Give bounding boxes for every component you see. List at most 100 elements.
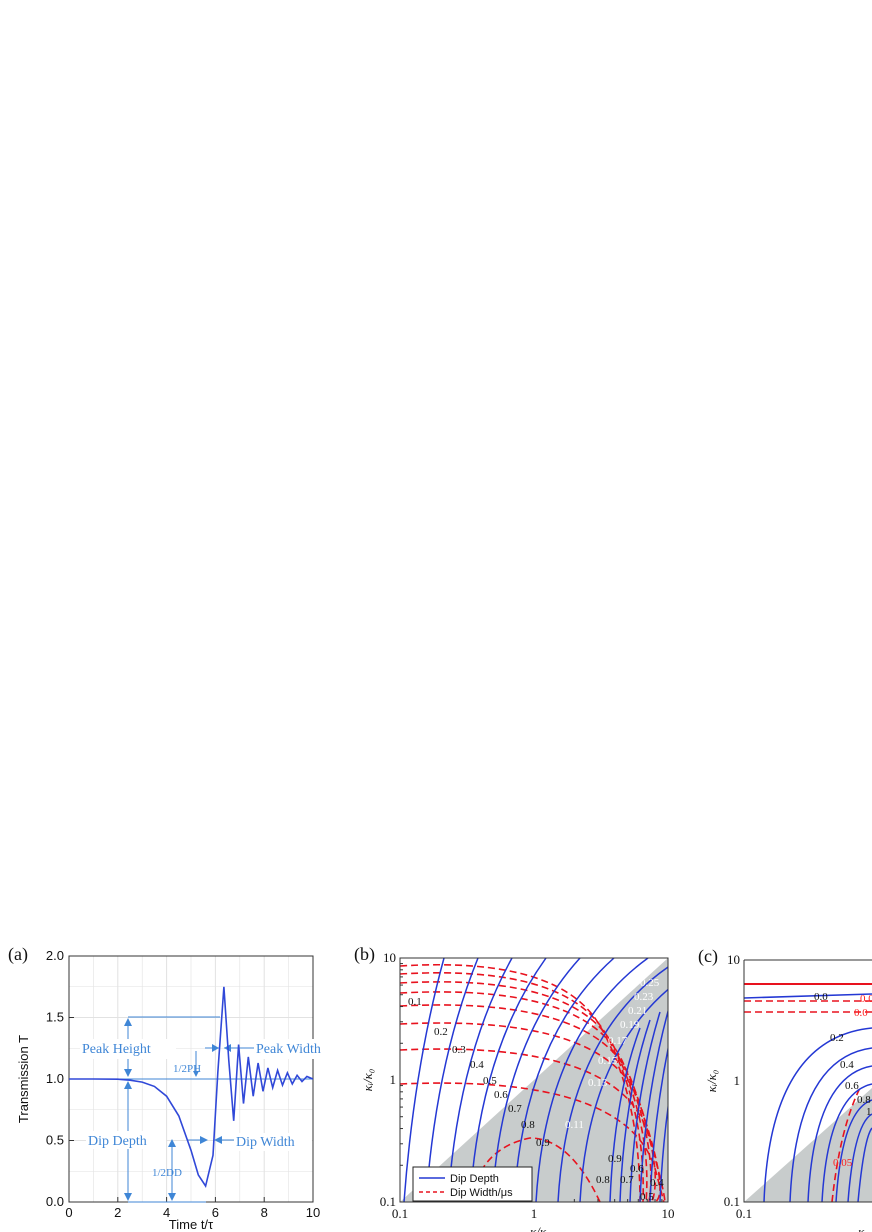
arrowhead <box>168 1139 176 1147</box>
y-tick-label: 1 <box>734 1073 741 1088</box>
dip-width-contour <box>400 1022 661 1202</box>
arrowhead <box>200 1136 208 1144</box>
panel-c-shaded-region <box>744 1088 872 1202</box>
x-tick-label: 10 <box>306 1205 320 1220</box>
dip-depth-contour-label: 0.8 <box>521 1119 535 1131</box>
x-tick-label: 1 <box>531 1206 538 1221</box>
dip-depth-contour <box>491 958 581 1202</box>
arrowhead <box>124 1081 132 1089</box>
panel-a-arrowheads <box>124 1018 231 1201</box>
dip-depth-contour <box>535 958 649 1202</box>
dip-depth-contour <box>763 1027 872 1202</box>
peak-width-label: Peak Width <box>256 1042 321 1057</box>
panel-a-label: (a) <box>8 944 28 965</box>
y-tick-label: 0.0 <box>46 1194 64 1209</box>
y-tick-label: 10 <box>727 952 740 967</box>
y-tick-label: 0.1 <box>380 1194 396 1209</box>
dip-depth-contour-label: 0.8 <box>857 1094 871 1106</box>
dip-depth-contour-label: 0.4 <box>470 1059 484 1071</box>
x-tick-label: 6 <box>212 1205 219 1220</box>
dip-width-contour <box>831 1087 861 1202</box>
dip-depth-contour <box>557 966 668 1202</box>
panel-b-xlabel: κ/κ₀ <box>530 1224 551 1232</box>
peak-height-bg <box>80 1039 176 1059</box>
dip-width-label: Dip Width <box>236 1135 295 1150</box>
panel-c-ticks: 0.1 1 10 0.1 κ κᵢ/κ₀ <box>704 952 865 1232</box>
dip-depth-label: Dip Depth <box>88 1134 147 1149</box>
dip-depth-contour <box>609 1027 641 1202</box>
panel-b-shaded-region <box>400 958 668 1202</box>
dip-depth-contour <box>835 1099 872 1202</box>
panel-a-ticks: 0 2 4 6 8 10 0.0 0.5 1.0 1.5 2.0 <box>46 948 320 1220</box>
arrowhead <box>124 1069 132 1077</box>
dip-width-contour-label: 0.25 <box>640 977 660 989</box>
dip-depth-contour-label: 0.8 <box>596 1174 610 1186</box>
panel-a: (a) 0 2 4 6 8 10 0.0 0.5 1.0 1.5 2.0 <box>8 944 340 1232</box>
panel-c-xlabel: κ <box>858 1224 865 1232</box>
y-tick-label: 1.0 <box>46 1071 64 1086</box>
figure: (a) 0 2 4 6 8 10 0.0 0.5 1.0 1.5 2.0 <box>0 938 872 1232</box>
dip-depth-contour-label: 0.5 <box>640 1191 654 1203</box>
panel-c: (c) 0.00.20.40.60.810.00.00.05 0.11100.1… <box>698 946 872 1232</box>
panel-c-contours <box>744 983 872 1202</box>
dip-depth-contour-label: 0.6 <box>845 1080 859 1092</box>
panel-b-ylabel: κᵢ/κ₀ <box>360 1069 375 1092</box>
panel-a-ylabel: Transmission T <box>16 1035 31 1123</box>
legend-dip-width: Dip Width/μs <box>450 1187 513 1199</box>
dip-depth-contour-label: 0.5 <box>483 1075 497 1087</box>
dip-width-contour-label: 0.05 <box>833 1157 853 1169</box>
dip-width-contour <box>400 981 648 1202</box>
half-ph-label: 1/2PH <box>173 1063 201 1075</box>
dip-depth-contour-label: 0.4 <box>840 1059 854 1071</box>
x-tick-label: 0 <box>65 1205 72 1220</box>
panel-b-label: (b) <box>354 944 375 965</box>
x-tick-label: 0.1 <box>736 1206 752 1221</box>
dip-depth-contour <box>447 958 513 1202</box>
dip-depth-contour-label: 0.2 <box>434 1026 448 1038</box>
panel-b-legend: Dip Depth Dip Width/μs <box>412 1166 533 1202</box>
y-tick-label: 1 <box>390 1072 397 1087</box>
dip-width-contour-label: 0.13 <box>588 1077 608 1089</box>
dip-depth-contour-label: 0.9 <box>608 1153 622 1165</box>
dip-depth-contour <box>579 988 668 1202</box>
dip-width-contour <box>400 991 652 1202</box>
legend-box <box>412 1166 533 1202</box>
y-tick-label: 2.0 <box>46 948 64 963</box>
dip-depth-contour-label: 0.6 <box>494 1089 508 1101</box>
panel-c-label: (c) <box>698 946 718 967</box>
panel-b-frame <box>399 957 669 1203</box>
dip-width-contour <box>400 1082 665 1202</box>
panel-b: (b) 0.10.20.30.40.50.60.70.80.90.90.8 0.7… <box>354 944 675 1232</box>
dip-width-contour-label: 0.0 <box>854 1007 868 1019</box>
y-tick-label: 0.5 <box>46 1133 64 1148</box>
y-tick-label: 1.5 <box>46 1010 64 1025</box>
dip-depth-contour-label: 0.4 <box>650 1177 664 1189</box>
dip-depth-contour-label: 0.1 <box>408 996 422 1008</box>
dip-depth-contour <box>659 1101 668 1202</box>
dip-depth-contour-label: 0.2 <box>830 1032 844 1044</box>
dip-width-contour <box>469 1137 601 1202</box>
dip-depth-contour-label: 0.6 <box>630 1163 644 1175</box>
dip-width-contour-label: 0.11 <box>565 1119 584 1131</box>
dip-width-contour-label: 0.19 <box>620 1019 640 1031</box>
dip-width-bg <box>234 1133 312 1151</box>
dip-depth-contour <box>629 1011 661 1202</box>
dip-depth-contour-label: 0.7 <box>508 1103 522 1115</box>
panel-c-contour-labels: 0.0 0.2 0.4 0.6 0.81 0.0 0.0 0.05 <box>814 991 872 1169</box>
dip-depth-contour <box>513 958 615 1202</box>
dip-depth-contour <box>744 993 872 999</box>
panel-c-ylabel: κᵢ/κ₀ <box>704 1070 719 1093</box>
arrowhead <box>168 1193 176 1201</box>
dip-width-contour-label: 0.21 <box>628 1005 647 1017</box>
arrowhead <box>124 1018 132 1026</box>
arrowhead <box>212 1044 219 1052</box>
dip-depth-contour <box>847 1113 872 1202</box>
dip-depth-contour <box>807 1065 872 1202</box>
y-tick-label: 0.1 <box>724 1194 740 1209</box>
dip-width-contour <box>400 1004 657 1202</box>
arrowhead <box>193 1071 199 1077</box>
x-tick-label: 10 <box>662 1206 675 1221</box>
dip-depth-contour <box>821 1083 872 1202</box>
arrowhead <box>124 1193 132 1201</box>
x-tick-label: 8 <box>261 1205 268 1220</box>
